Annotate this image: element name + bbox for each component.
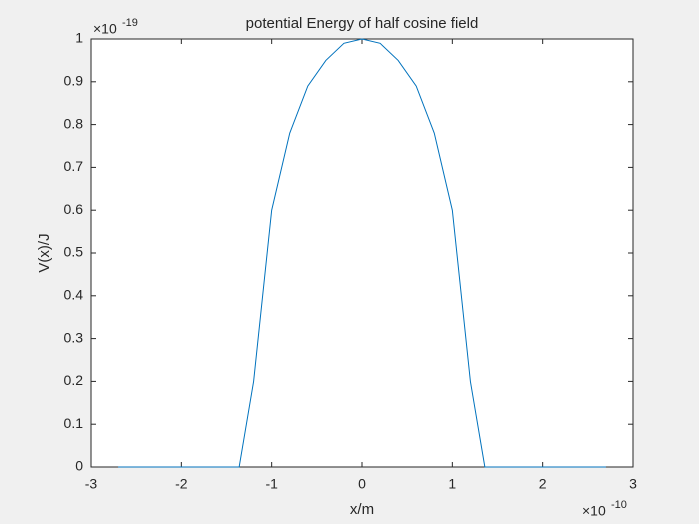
y-tick-label: 0.8 — [64, 115, 84, 131]
x-exponent: -10 — [611, 499, 627, 511]
x-tick-label: -1 — [265, 476, 278, 492]
chart-title: potential Energy of half cosine field — [246, 15, 479, 32]
y-tick-label: 0.9 — [64, 73, 84, 89]
y-tick-label: 0.7 — [64, 158, 84, 174]
y-tick-label: 0.3 — [64, 329, 84, 345]
x-axis-label: x/m — [350, 501, 374, 518]
data-line — [118, 38, 606, 468]
x-tick-label: -3 — [85, 476, 98, 492]
x-tick-label: 3 — [629, 476, 637, 492]
x-exponent-base: ×10 — [582, 503, 606, 519]
y-tick-label: 0.6 — [64, 201, 84, 217]
x-tick-label: 1 — [448, 476, 456, 492]
x-tick-label: 2 — [539, 476, 547, 492]
y-tick-label: 1 — [75, 30, 83, 46]
y-tick-label: 0.1 — [64, 415, 84, 431]
y-tick-label: 0.5 — [64, 244, 84, 260]
x-tick-label: 0 — [358, 476, 366, 492]
y-tick-label: 0 — [75, 458, 83, 474]
y-tick-label: 0.4 — [64, 287, 84, 303]
y-tick-label: 0.2 — [64, 372, 84, 388]
y-axis-label: V(x)/J — [36, 233, 53, 272]
axes-box — [90, 38, 634, 468]
y-exponent: -19 — [122, 17, 138, 29]
y-exponent-base: ×10 — [93, 21, 117, 37]
x-tick-label: -2 — [175, 476, 188, 492]
